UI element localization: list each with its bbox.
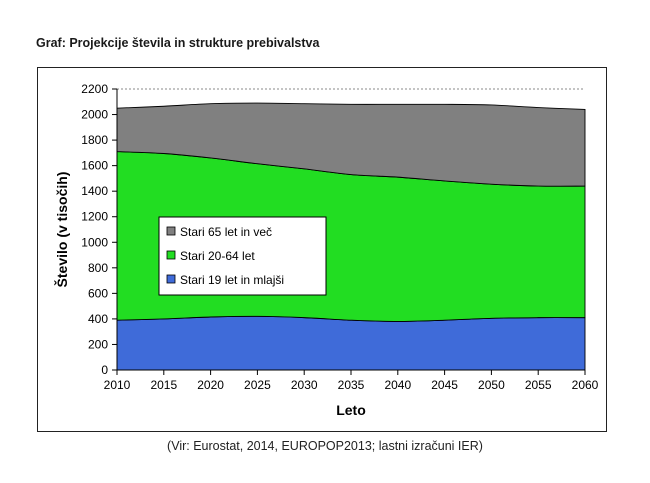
legend: Stari 65 let in več Stari 20-64 let Stari … <box>158 216 327 296</box>
chart-frame: 0 200 400 600 800 1000 1200 1400 1600 1800 2000 220… <box>37 67 607 432</box>
x-tick-label-2015: 2015 <box>150 378 177 392</box>
x-tick-label-2035: 2035 <box>338 378 365 392</box>
y-tick-label-1200: 1200 <box>81 210 108 224</box>
y-tick-label-400: 400 <box>88 312 108 326</box>
y-tick-label-600: 600 <box>88 286 108 300</box>
legend-swatch-stari-65-let-in-ve- <box>166 226 176 236</box>
x-axis-label: Leto <box>336 402 366 418</box>
y-tick-label-1400: 1400 <box>81 184 108 198</box>
x-tick-label-2040: 2040 <box>384 378 411 392</box>
y-tick-label-1000: 1000 <box>81 235 108 249</box>
legend-swatch-stari-19-let-in-mlaj-i <box>166 274 176 284</box>
axes: 0 200 400 600 800 1000 1200 1400 1600 1800 2000 220… <box>81 82 598 392</box>
x-tick-label-2060: 2060 <box>572 378 599 392</box>
legend-label-stari-65-let-in-ve-: Stari 65 let in več <box>180 225 272 239</box>
legend-swatch-stari-20-64-let <box>166 250 176 260</box>
y-tick-label-2000: 2000 <box>81 108 108 122</box>
legend-label-stari-20-64-let: Stari 20-64 let <box>180 249 255 263</box>
x-tick-label-2025: 2025 <box>244 378 271 392</box>
x-tick-label-2050: 2050 <box>478 378 505 392</box>
source-note: (Vir: Eurostat, 2014, EUROPOP2013; lastn… <box>167 439 483 453</box>
x-tick-label-2045: 2045 <box>431 378 458 392</box>
y-tick-label-200: 200 <box>88 337 108 351</box>
x-tick-label-2030: 2030 <box>291 378 318 392</box>
y-axis-label: Število (v tisočih) <box>53 172 70 288</box>
y-tick-label-800: 800 <box>88 261 108 275</box>
y-tick-label-1800: 1800 <box>81 133 108 147</box>
x-tick-label-2055: 2055 <box>525 378 552 392</box>
population-area-chart: 0 200 400 600 800 1000 1200 1400 1600 1800 2000 220… <box>53 82 599 418</box>
x-tick-label-2010: 2010 <box>104 378 131 392</box>
y-tick-label-1600: 1600 <box>81 159 108 173</box>
area-stari-19-let-in-mlaj-i <box>116 315 586 371</box>
legend-label-stari-19-let-in-mlaj-i: Stari 19 let in mlajši <box>180 273 284 287</box>
x-tick-label-2020: 2020 <box>197 378 224 392</box>
chart-caption: Graf: Projekcije števila in strukture pr… <box>36 36 320 50</box>
y-tick-label-2200: 2200 <box>81 82 108 96</box>
y-tick-label-0: 0 <box>101 363 108 377</box>
legend-box <box>158 216 327 296</box>
area-stari-65-let-in-ve- <box>116 102 586 187</box>
